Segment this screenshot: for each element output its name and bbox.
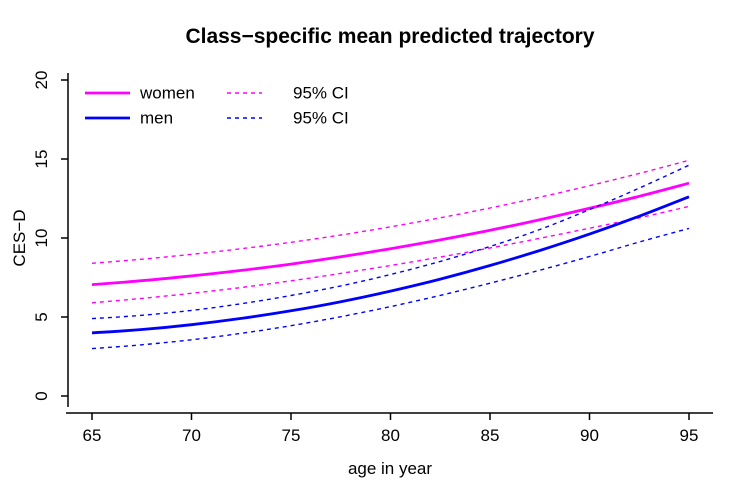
x-tick-label: 85 [481,426,500,445]
legend-label-men-ci: 95% CI [293,109,349,128]
x-axis-ticks: 65 70 75 80 85 90 95 [83,413,699,445]
series-women-95-ci-lower [91,205,690,304]
x-axis-label: age in year [348,459,432,478]
legend: women 95% CI men 95% CI [85,84,349,128]
x-tick-label: 70 [182,426,201,445]
series-men-95-ci-upper [91,164,690,320]
x-tick-label: 95 [680,426,699,445]
y-tick-label: 10 [32,229,51,248]
series-men-mean [91,195,690,335]
y-tick-label: 15 [32,150,51,169]
legend-label-women: women [139,84,195,103]
legend-label-women-ci: 95% CI [293,84,349,103]
x-tick-label: 80 [381,426,400,445]
y-axis-ticks: 0 5 10 15 20 [32,71,68,401]
series-women-95-ci-upper [91,159,690,264]
y-axis-label: CES−D [10,209,29,266]
series-women-mean [91,181,690,286]
y-tick-label: 0 [32,391,51,400]
chart-title: Class−specific mean predicted trajectory [185,25,594,48]
legend-label-men: men [140,109,173,128]
x-tick-label: 75 [282,426,301,445]
series-lines [91,159,690,350]
y-tick-label: 5 [32,312,51,321]
series-men-95-ci-lower [91,227,690,350]
y-tick-label: 20 [32,71,51,90]
x-tick-label: 90 [580,426,599,445]
x-tick-label: 65 [83,426,102,445]
